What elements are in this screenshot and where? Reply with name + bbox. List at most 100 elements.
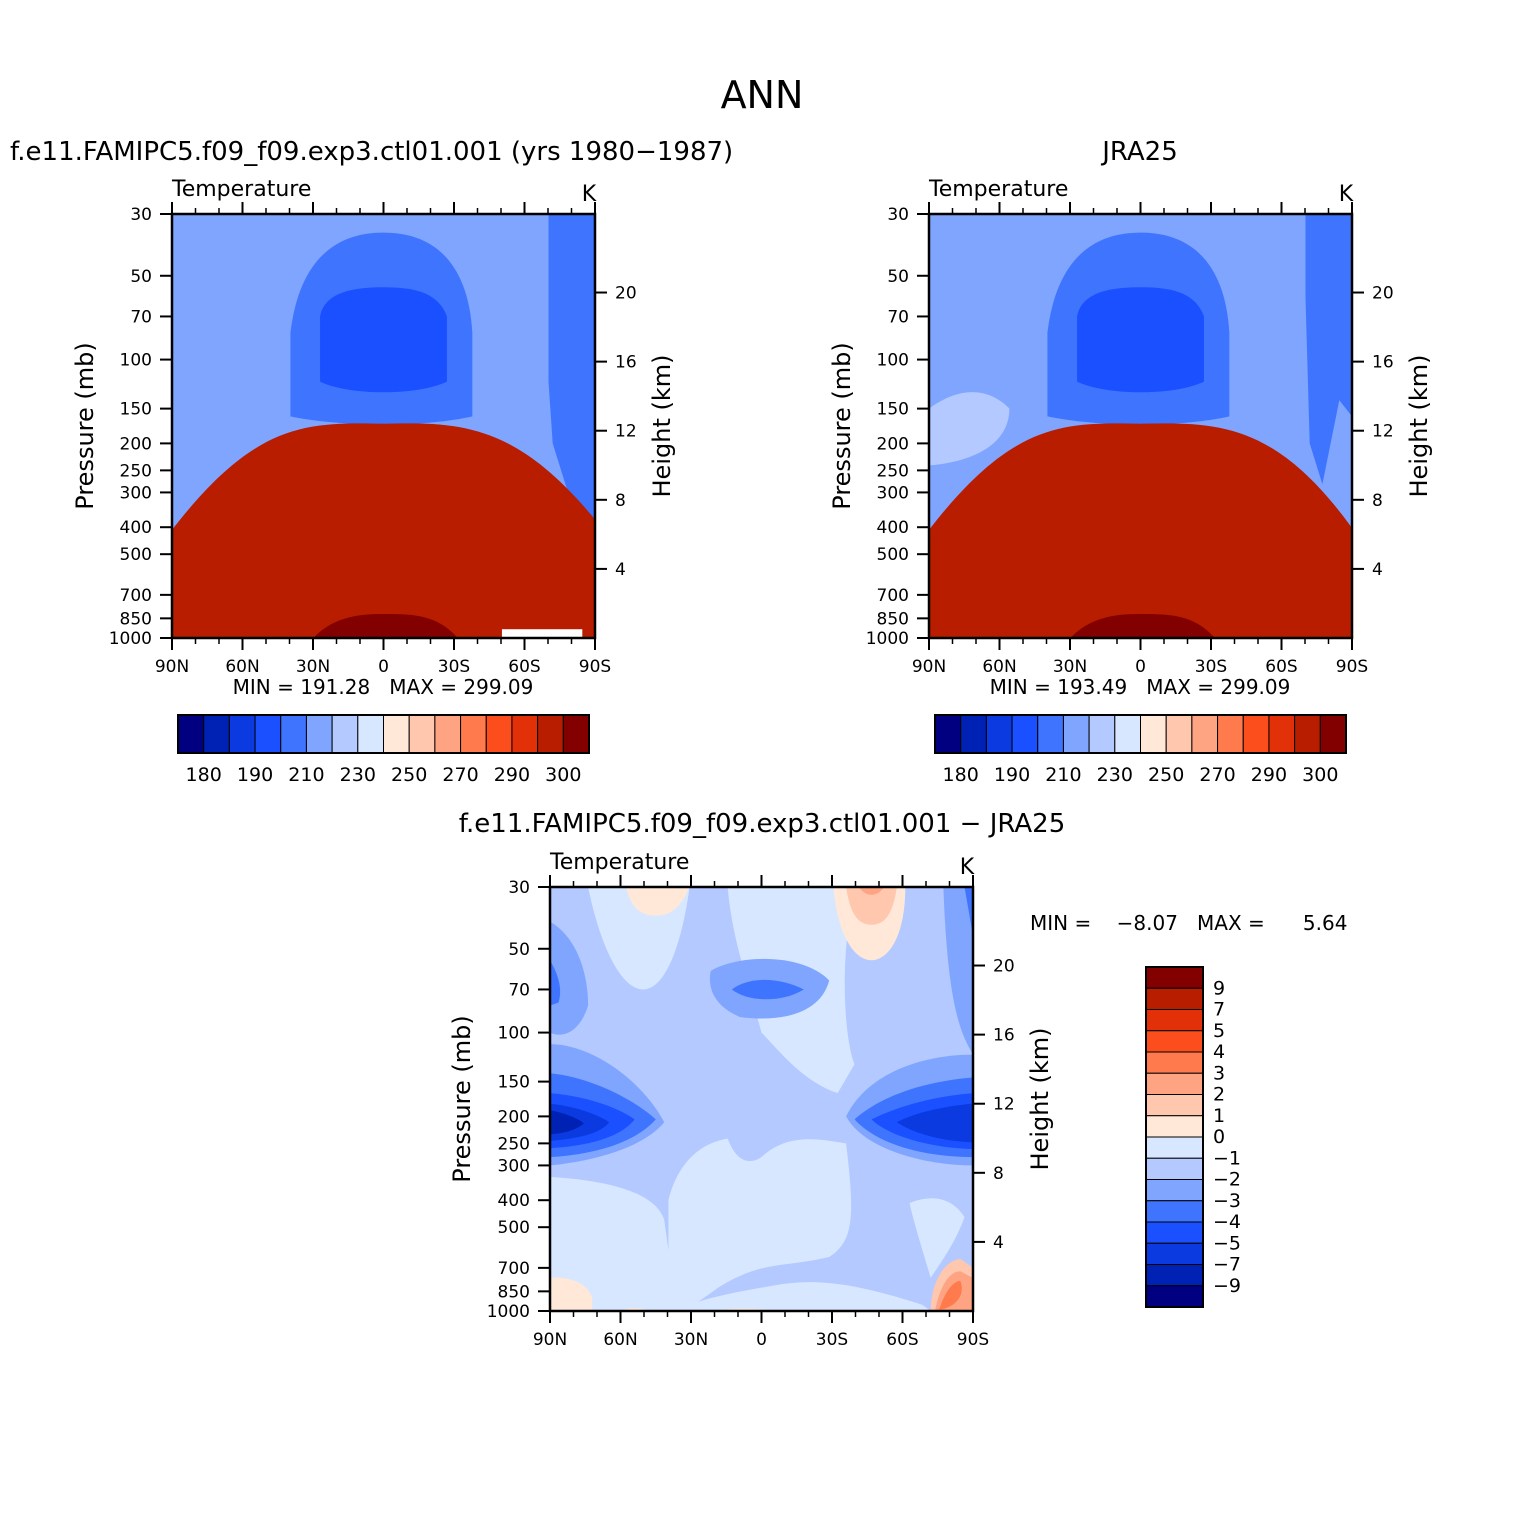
- colorbar-label: 9: [1213, 977, 1225, 999]
- contour-region: [550, 1176, 677, 1311]
- y-tick-label: 30: [130, 205, 152, 225]
- y2-tick-label: 20: [615, 284, 637, 304]
- x-tick-label: 60N: [603, 1330, 637, 1350]
- y-tick-label: 850: [498, 1282, 530, 1302]
- y-tick-label: 200: [498, 1107, 530, 1127]
- colorbar-swatch: [305, 714, 333, 754]
- x-tick-label: 30S: [1195, 657, 1227, 677]
- contour-region: [320, 287, 447, 393]
- colorbar-label: 270: [442, 764, 478, 786]
- y-tick-label: 700: [498, 1259, 530, 1279]
- contour-region: [1305, 214, 1352, 485]
- panel-model-variable-label: Temperature: [171, 177, 311, 202]
- panel-obs-units: K: [1339, 182, 1354, 207]
- panel-obs: JRA25 Temperature K 90N 60N 30N 0 30S 60S 90S 3…: [828, 137, 1433, 786]
- panel-diff-plot: 90N 60N 30N 0 30S 60S 90S 30 50 70 100 150 200 250300…: [487, 875, 1015, 1350]
- colorbar-swatch: [408, 714, 436, 754]
- colorbar-label: 290: [494, 764, 530, 786]
- colorbar-swatch: [1145, 1051, 1204, 1074]
- colorbar-swatch: [1191, 714, 1219, 754]
- colorbar-swatch: [1294, 714, 1321, 754]
- x-tick-label: 90N: [533, 1330, 567, 1350]
- y-tick-label: 500: [120, 545, 152, 565]
- y-tick-label: 50: [130, 267, 152, 287]
- x-tick-label: 0: [1135, 657, 1146, 677]
- panel-model-ylabel: Pressure (mb): [71, 342, 99, 509]
- y-tick-label: 500: [877, 545, 909, 565]
- contour-region: [1070, 614, 1215, 638]
- colorbar-swatch: [1088, 714, 1116, 754]
- panel-diff-variable-label: Temperature: [549, 850, 689, 875]
- colorbar-label: 300: [1302, 764, 1338, 786]
- panel-diff-stats: MIN = −8.07 MAX = 5.64: [1030, 911, 1347, 935]
- colorbar-swatch: [511, 714, 539, 754]
- colorbar-label: 0: [1213, 1126, 1225, 1148]
- colorbar-swatch: [1145, 1242, 1204, 1265]
- panel-obs-title: JRA25: [1100, 137, 1178, 167]
- colorbar-swatch: [383, 714, 410, 754]
- contour-region: [939, 1280, 962, 1310]
- panel-obs-stats: MIN = 193.49 MAX = 299.09: [990, 675, 1291, 699]
- x-tick-label: 30N: [296, 657, 330, 677]
- y-tick-label: 50: [508, 940, 530, 960]
- colorbar-label: 250: [391, 764, 427, 786]
- y-tick-label: 300: [877, 483, 909, 503]
- contour-region: [550, 1277, 593, 1311]
- colorbar-swatch: [1145, 1136, 1204, 1159]
- colorbar-swatch: [960, 714, 987, 754]
- contour-region: [550, 1110, 584, 1135]
- contour-region: [846, 887, 897, 925]
- y2-tick-label: 8: [615, 491, 626, 511]
- colorbar-label: −2: [1213, 1169, 1241, 1191]
- panel-diff-units: K: [960, 855, 975, 880]
- colorbar-frame: [177, 714, 590, 754]
- x-tick-label: 60N: [225, 657, 259, 677]
- colorbar-label: −1: [1213, 1147, 1241, 1169]
- y-tick-label: 200: [877, 434, 909, 454]
- contour-region: [676, 1282, 931, 1311]
- y-tick-label: 30: [508, 878, 530, 898]
- colorbar-label: 250: [1148, 764, 1184, 786]
- colorbar-label: 190: [237, 764, 273, 786]
- colorbar-swatch: [1217, 714, 1244, 754]
- y2-tick-label: 20: [993, 957, 1015, 977]
- x-tick-label: 60S: [508, 657, 540, 677]
- y-tick-label: 150: [120, 400, 152, 420]
- contour-region: [731, 979, 804, 1000]
- y-tick-label: 70: [887, 307, 909, 327]
- y-tick-label: 100: [877, 351, 909, 371]
- colorbar-swatch: [1165, 714, 1193, 754]
- y-tick-label: 300: [120, 483, 152, 503]
- colorbar-swatch: [1319, 714, 1347, 754]
- colorbar-swatch: [1011, 714, 1039, 754]
- x-tick-label: 90S: [1336, 657, 1368, 677]
- panel-diff-title: f.e11.FAMIPC5.f09_f09.exp3.ctl01.001 − J…: [459, 809, 1066, 839]
- colorbar-swatch: [1145, 1115, 1204, 1138]
- colorbar-swatch: [1140, 714, 1167, 754]
- colorbar-label: 230: [340, 764, 376, 786]
- panel-model-stats: MIN = 191.28 MAX = 299.09: [233, 675, 534, 699]
- colorbar-swatch: [537, 714, 564, 754]
- y-tick-label: 100: [120, 351, 152, 371]
- contour-region: [313, 614, 458, 638]
- panel-model-units: K: [582, 182, 597, 207]
- colorbar-label: −7: [1213, 1254, 1241, 1276]
- y-tick-label: 850: [120, 609, 152, 629]
- colorbar-label: 210: [1045, 764, 1081, 786]
- y-tick-label: 1000: [487, 1302, 530, 1322]
- y-tick-label: 700: [877, 586, 909, 606]
- y-tick-label: 70: [130, 307, 152, 327]
- colorbar-label: 2: [1213, 1084, 1225, 1106]
- contour-region: [858, 887, 885, 895]
- x-tick-label: 30N: [674, 1330, 708, 1350]
- y-tick-label: 250: [877, 461, 909, 481]
- colorbar-label: −4: [1213, 1211, 1241, 1233]
- colorbar-swatch: [460, 714, 487, 754]
- y-tick-label: 850: [877, 609, 909, 629]
- x-tick-label: 90S: [579, 657, 611, 677]
- colorbar-swatch: [177, 714, 205, 754]
- panel-obs-ylabel: Pressure (mb): [828, 342, 856, 509]
- colorbar-label: 5: [1213, 1020, 1225, 1042]
- y-tick-label: 500: [498, 1218, 530, 1238]
- colorbar-swatch: [1145, 1072, 1204, 1095]
